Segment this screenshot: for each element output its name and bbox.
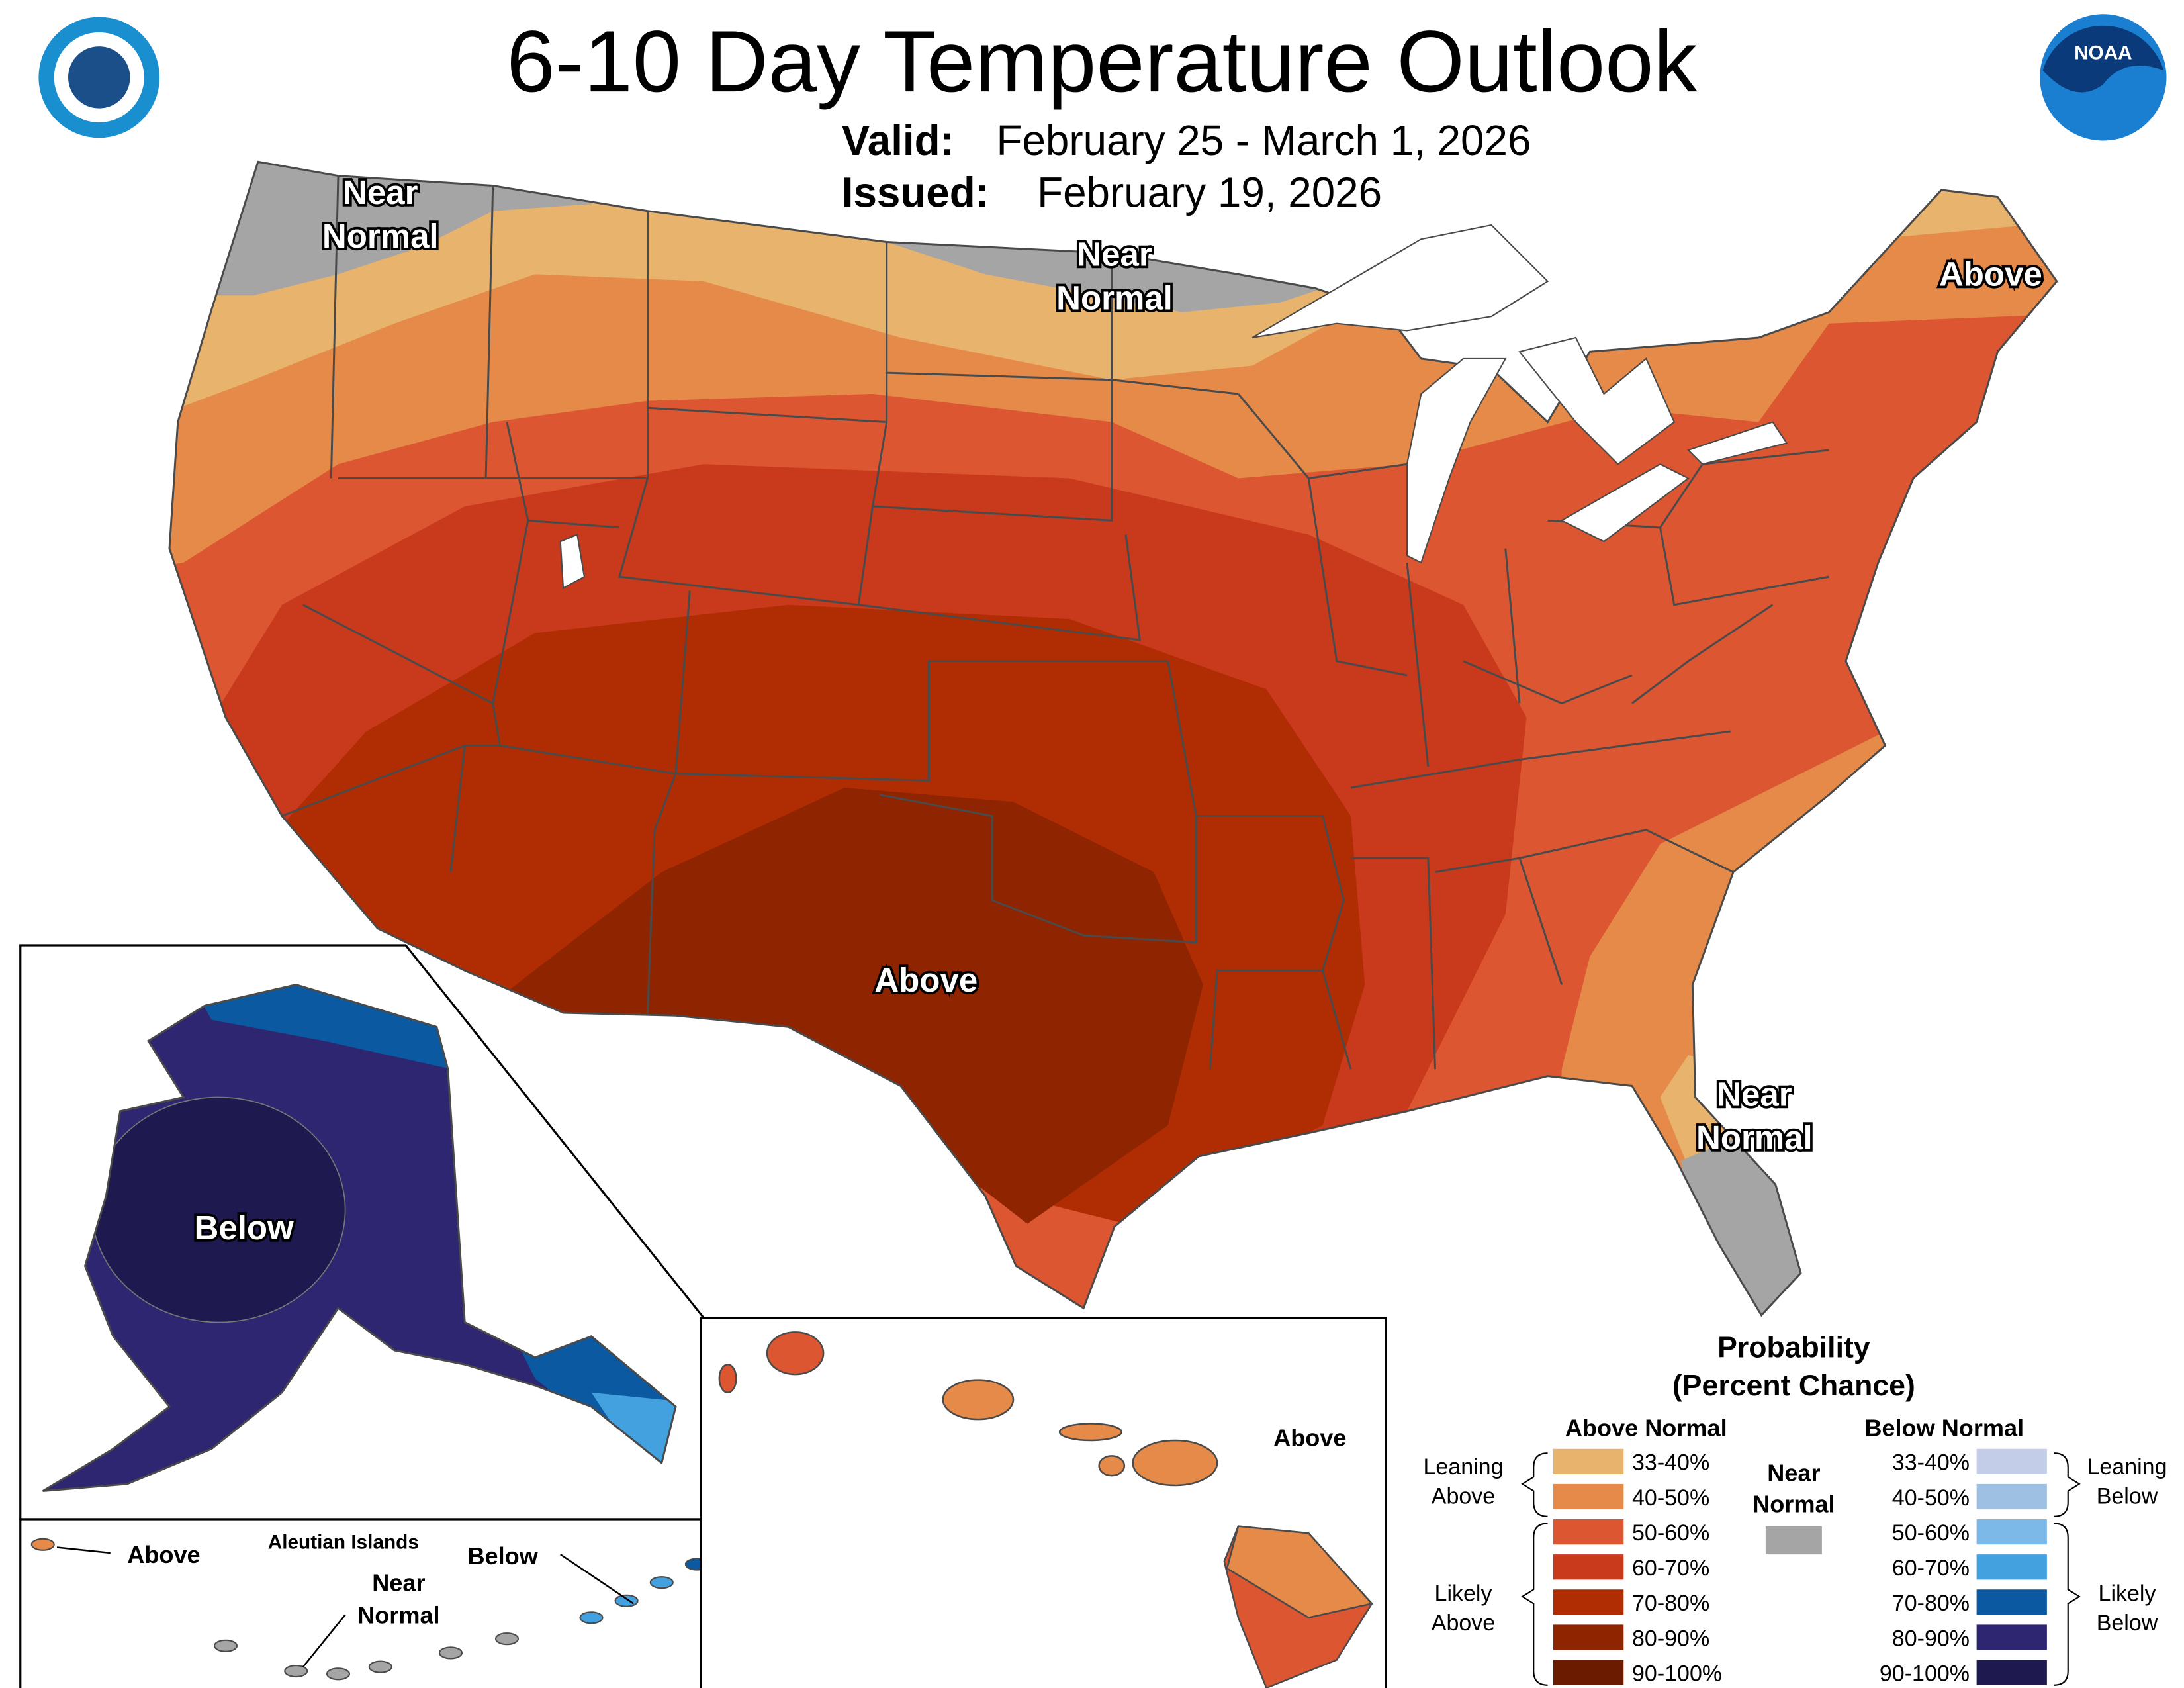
niihau xyxy=(718,1363,737,1394)
island xyxy=(368,1660,392,1673)
state-lines xyxy=(281,175,1829,1070)
legend-bin-label: 33-40% xyxy=(1632,1450,1709,1476)
molokai xyxy=(1058,1423,1122,1442)
legend-bin-label: 80-90% xyxy=(1892,1626,1970,1651)
island xyxy=(649,1576,674,1589)
hawaii-label: Above xyxy=(1273,1425,1346,1452)
legend-bin-label: 70-80% xyxy=(1892,1591,1970,1616)
aleutian-frame xyxy=(19,1518,705,1688)
maui xyxy=(1132,1439,1218,1487)
leader-lines xyxy=(56,1448,1257,1667)
island xyxy=(438,1646,463,1660)
legend-bin-label: 50-60% xyxy=(1632,1521,1709,1546)
island xyxy=(284,1664,308,1678)
legend-bin-label: 33-40% xyxy=(1892,1450,1970,1476)
legend-near-label: Normal xyxy=(1752,1490,1835,1517)
legend-swatch xyxy=(1976,1589,2047,1615)
legend-bin-label: 40-50% xyxy=(1892,1485,1970,1511)
great-lakes xyxy=(559,224,1788,589)
legend-bin-label: 60-70% xyxy=(1632,1556,1709,1581)
island xyxy=(494,1632,520,1646)
near-normal-nw xyxy=(169,162,592,296)
aleutian-islands xyxy=(30,1538,709,1681)
title: 6-10 Day Temperature Outlook xyxy=(506,13,1698,110)
legend-swatch xyxy=(1553,1660,1624,1685)
legend-group-label: Above xyxy=(1432,1484,1495,1509)
legend-swatch xyxy=(1976,1519,2047,1545)
map-label: Near xyxy=(1717,1075,1792,1113)
legend-group-label: Likely xyxy=(1435,1581,1492,1606)
legend-title: Probability xyxy=(1717,1332,1870,1364)
legend-heading: Below Normal xyxy=(1864,1415,2024,1442)
map-label: Normal xyxy=(1696,1119,1813,1156)
legend-bin-label: 70-80% xyxy=(1632,1591,1709,1616)
legend-bin-label: 80-90% xyxy=(1632,1626,1709,1651)
issued-value: February 19, 2026 xyxy=(1037,168,1382,216)
legend-swatch xyxy=(1976,1554,2047,1580)
legend-swatch xyxy=(1553,1483,1624,1510)
legend-swatch xyxy=(1553,1519,1624,1545)
aleutian-label: Normal xyxy=(357,1601,439,1628)
legend-bin-label: 50-60% xyxy=(1892,1521,1970,1546)
legend-swatch xyxy=(1976,1624,2047,1650)
legend-braces xyxy=(1521,1452,2081,1686)
legend-swatch xyxy=(1976,1448,2047,1474)
island xyxy=(213,1639,238,1652)
legend-group-label: Below xyxy=(2097,1484,2158,1509)
legend-heading: Above Normal xyxy=(1565,1415,1727,1442)
big-island-north xyxy=(1226,1525,1374,1619)
legend-bin-label: 60-70% xyxy=(1892,1556,1970,1581)
legend-bin-label: 90-100% xyxy=(1880,1661,1970,1686)
legend-group-label: Likely xyxy=(2099,1581,2156,1606)
aleutian-label: Above xyxy=(127,1541,200,1568)
legend-near-label: Near xyxy=(1767,1460,1820,1487)
kauai xyxy=(766,1331,825,1376)
ak-60-70 xyxy=(591,1392,676,1491)
aleutian-label: Near xyxy=(372,1569,425,1596)
map-label: Near xyxy=(1077,236,1152,273)
legend-bin-label: 90-100% xyxy=(1632,1661,1722,1686)
island xyxy=(30,1538,55,1551)
legend-swatch xyxy=(1553,1624,1624,1650)
island xyxy=(326,1667,351,1681)
band-80-90 xyxy=(507,788,1203,1224)
legend-title: (Percent Chance) xyxy=(1672,1370,1915,1402)
valid-value: February 25 - March 1, 2026 xyxy=(997,117,1531,164)
map-label: Above xyxy=(1939,255,2042,293)
ak-70-80 xyxy=(183,984,676,1491)
legend-swatch xyxy=(1553,1554,1624,1580)
legend-group-label: Above xyxy=(1432,1611,1495,1636)
commerce-seal xyxy=(38,17,160,138)
noaa-logo-text: NOAA xyxy=(2074,42,2132,64)
legend-swatch xyxy=(1976,1483,2047,1510)
issued-label: Issued: xyxy=(842,168,989,216)
legend-group-label: Leaning xyxy=(2087,1454,2167,1479)
valid-label: Valid: xyxy=(842,117,954,164)
aleutian-label: Below xyxy=(467,1542,538,1570)
noaa-logo: NOAA xyxy=(2040,14,2167,141)
legend-swatch xyxy=(1976,1660,2047,1685)
island xyxy=(579,1611,604,1624)
legend-swatch xyxy=(1765,1526,1822,1555)
legend-swatch xyxy=(1553,1589,1624,1615)
lanai xyxy=(1098,1455,1126,1477)
map-label: Above xyxy=(874,961,978,999)
legend-bin-label: 40-50% xyxy=(1632,1485,1709,1511)
legend-group-label: Leaning xyxy=(1423,1454,1503,1479)
aleutian-title: Aleutian Islands xyxy=(268,1532,419,1554)
legend-swatch xyxy=(1553,1448,1624,1474)
map-label: Normal xyxy=(1056,279,1173,317)
near-normal-north xyxy=(886,242,1323,312)
map-label: Below xyxy=(195,1209,295,1246)
legend-group-label: Below xyxy=(2097,1611,2158,1636)
map-label: Normal xyxy=(322,217,439,255)
oahu xyxy=(942,1379,1015,1421)
island xyxy=(614,1594,639,1607)
hawaii-islands xyxy=(718,1331,1374,1688)
map-label: Near xyxy=(343,173,418,211)
